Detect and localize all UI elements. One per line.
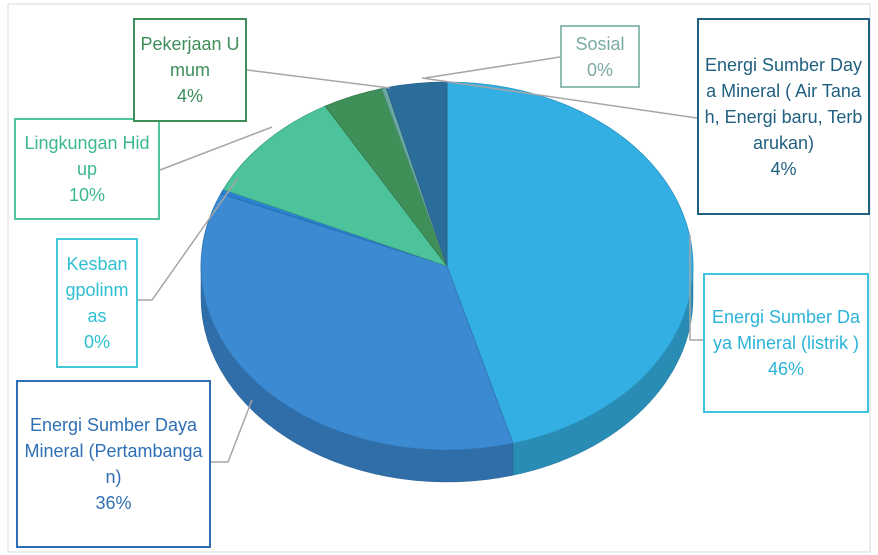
- leader-line: [210, 399, 253, 463]
- leader-line: [138, 177, 239, 301]
- data-label: Lingkungan Hidup 10%: [14, 118, 160, 220]
- leader-line: [689, 235, 703, 341]
- category-label: Pekerjaan Umum: [140, 34, 240, 80]
- leader-line: [424, 56, 561, 79]
- value-label: 36%: [95, 493, 132, 513]
- data-label: Kesbangpolinmas 0%: [56, 238, 138, 368]
- leader-line: [246, 69, 391, 89]
- data-label: Energi Sumber Daya Mineral ( Air Tanah, …: [697, 18, 870, 215]
- value-label: 4%: [770, 158, 797, 179]
- value-label: 10%: [68, 185, 106, 205]
- value-label: 4%: [176, 86, 203, 106]
- value-label: 0%: [586, 59, 613, 80]
- category-label: Lingkungan Hidup: [24, 133, 150, 179]
- slice: [200, 193, 514, 451]
- data-label: Energi Sumber Daya Mineral (listrik ) 46%: [703, 273, 869, 413]
- value-label: 46%: [767, 359, 805, 379]
- category-label: Kesbangpolinmas: [65, 254, 129, 326]
- leader-line: [421, 77, 698, 119]
- leader-line: [159, 126, 273, 171]
- slice: [222, 105, 449, 267]
- data-label: Energi Sumber Daya Mineral (Pertambangan…: [16, 380, 211, 548]
- value-label: 0%: [83, 332, 110, 352]
- category-label: Energi Sumber Daya Mineral (Pertambangan…: [24, 415, 203, 487]
- category-label: Sosial: [575, 33, 625, 54]
- category-label: Energi Sumber Daya Mineral ( Air Tanah, …: [704, 54, 863, 153]
- data-label: Pekerjaan Umum 4%: [133, 18, 247, 122]
- data-label: Sosial 0%: [560, 25, 640, 88]
- chart-frame: [7, 3, 871, 553]
- category-label: Energi Sumber Daya Mineral (listrik ): [711, 307, 861, 353]
